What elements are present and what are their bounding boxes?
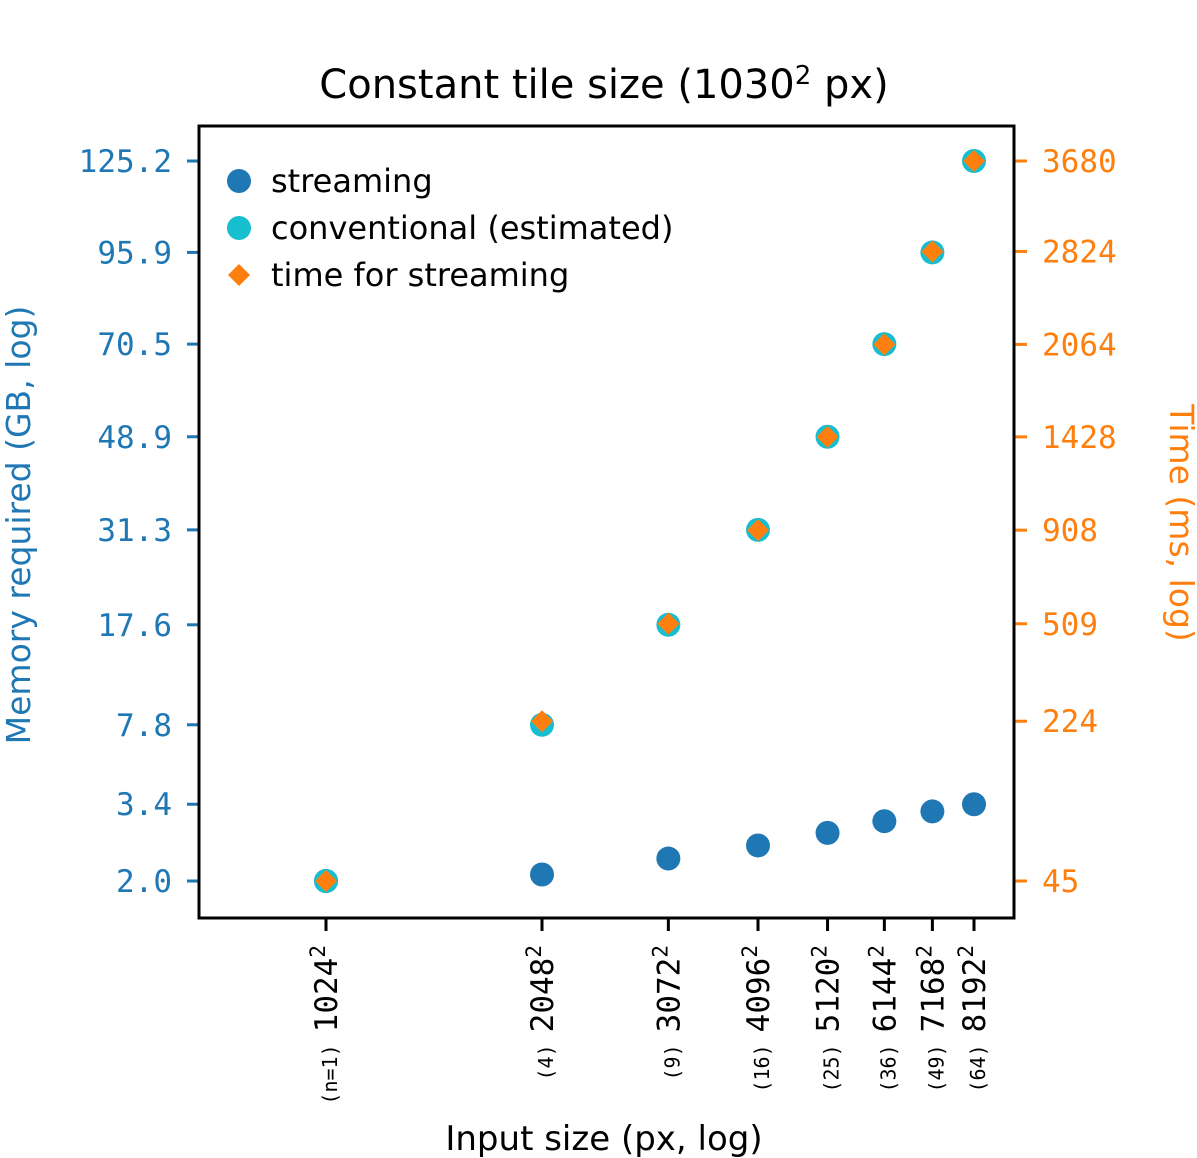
right-axis: 45 224 509 908 1428 2064 2824 3680 (1014, 144, 1117, 900)
y-left-tick-label: 7.8 (116, 708, 172, 744)
y-right-tick-label: 2064 (1042, 327, 1117, 363)
y-right-tick-label: 509 (1042, 607, 1098, 643)
x-tick-label: (64) 81922 (954, 945, 993, 1093)
x-tick-label: (49) 71682 (912, 945, 951, 1093)
x-tick-count: (4) (534, 1032, 558, 1080)
streaming-point (656, 846, 681, 871)
x-tick-label: (4) 20482 (522, 945, 561, 1080)
y-left-tick-label: 31.3 (97, 513, 172, 549)
y-left-tick-label: 125.2 (79, 144, 172, 180)
streaming-point (746, 833, 770, 858)
x-tick-label: (n=1) 10242 (306, 945, 345, 1105)
x-tick-value: 2048 (525, 958, 561, 1033)
x-tick-value: 4096 (741, 958, 777, 1033)
y-right-tick-label: 2824 (1042, 234, 1117, 270)
y-right-tick-label: 224 (1042, 704, 1098, 740)
y-axis-right-label: Time (ms, log) (1162, 403, 1197, 642)
y-axis-left-label: Memory required (GB, log) (0, 306, 38, 745)
y-right-tick-label: 3680 (1042, 144, 1117, 180)
legend-label: conventional (estimated) (271, 209, 673, 247)
time-point (315, 870, 337, 892)
y-left-tick-label: 95.9 (97, 235, 172, 271)
y-left-tick-label: 17.6 (97, 608, 172, 644)
x-tick-count: (16) (750, 1032, 774, 1092)
data-points (314, 149, 986, 893)
x-tick-count: (36) (876, 1032, 900, 1092)
time-point (963, 150, 985, 172)
chart-title: Constant tile size (10302 px) (319, 61, 888, 108)
time-point (657, 612, 680, 635)
time-point (921, 240, 944, 263)
left-axis: 2.0 3.4 7.8 17.6 31.3 48.9 70.5 95.9 125.2 (79, 144, 199, 900)
y-right-tick-label: 1428 (1042, 420, 1117, 456)
streaming-point (920, 799, 945, 824)
time-point (816, 425, 839, 448)
legend-marker (227, 216, 251, 240)
plot-frame (197, 124, 1016, 920)
time-point (873, 333, 896, 356)
y-left-tick-label: 70.5 (97, 327, 172, 363)
legend-marker (228, 264, 250, 286)
x-tick-count: (25) (820, 1032, 844, 1092)
legend-marker (227, 169, 251, 193)
streaming-point (962, 792, 986, 817)
x-tick-label: (25) 51202 (808, 945, 847, 1093)
x-tick-label: (36) 61442 (864, 945, 903, 1093)
x-tick-count: (64) (966, 1032, 990, 1092)
y-right-tick-label: 908 (1042, 513, 1098, 549)
x-tick-count: (9) (660, 1032, 684, 1080)
x-tick-value: 6144 (867, 958, 903, 1033)
y-right-tick-label: 45 (1042, 864, 1079, 900)
y-left-tick-label: 48.9 (97, 420, 172, 456)
x-axis: (n=1) 10242(4) 20482(9) 30722(16) 40962(… (306, 918, 993, 1105)
y-left-tick-label: 3.4 (116, 787, 172, 823)
legend-label: streaming (271, 162, 433, 200)
y-left-tick-label: 2.0 (116, 864, 172, 900)
x-axis-label: Input size (px, log) (445, 1119, 762, 1158)
x-tick-label: (16) 40962 (738, 945, 777, 1093)
legend: streaming conventional (estimated) time fo… (227, 162, 673, 294)
x-tick-count: (n=1) (318, 1032, 342, 1104)
x-tick-label: (9) 30722 (648, 945, 687, 1080)
x-tick-value: 1024 (309, 958, 345, 1033)
time-point (747, 519, 769, 542)
streaming-point (815, 820, 840, 845)
time-point (531, 710, 553, 733)
x-tick-count: (49) (924, 1032, 948, 1092)
streaming-point (872, 809, 897, 834)
legend-label: time for streaming (271, 256, 569, 294)
x-tick-value: 3072 (651, 958, 687, 1033)
x-tick-value: 5120 (811, 958, 847, 1033)
x-tick-value: 7168 (915, 958, 951, 1033)
streaming-point (530, 862, 554, 887)
x-tick-value: 8192 (957, 958, 993, 1033)
